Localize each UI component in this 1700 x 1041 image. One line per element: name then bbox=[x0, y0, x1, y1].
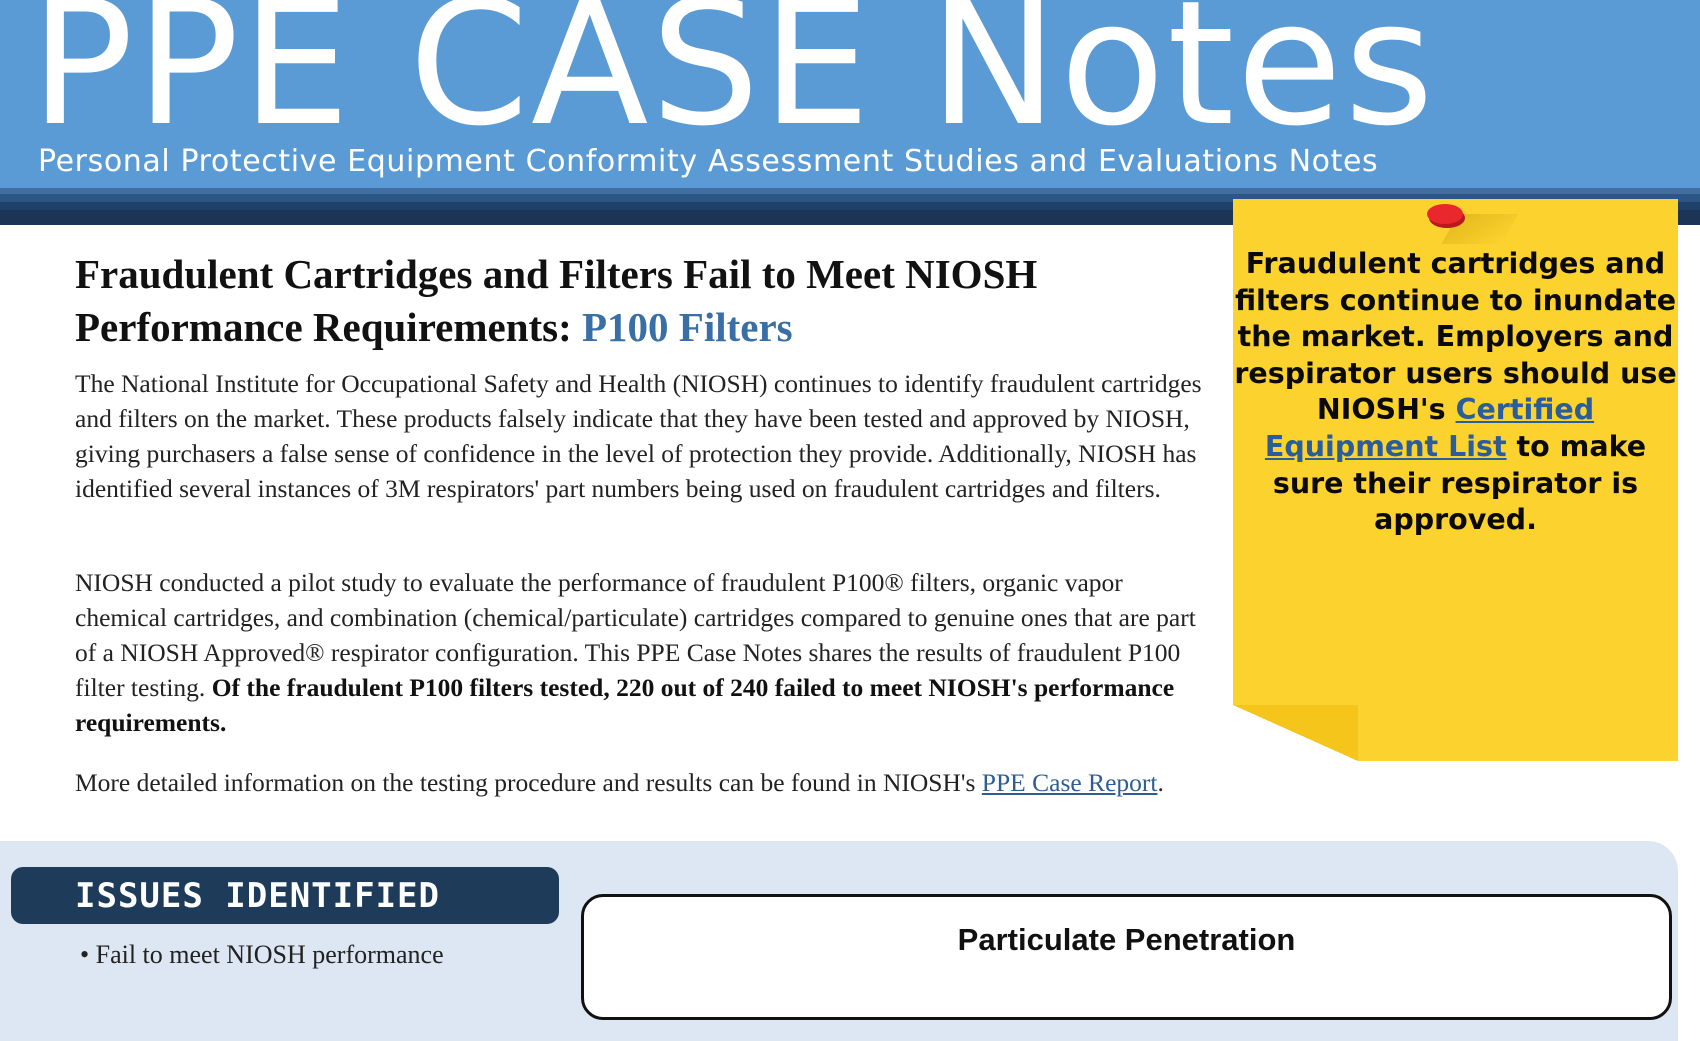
issue-bullet: • Fail to meet NIOSH performance bbox=[80, 940, 444, 969]
issues-identified-banner: ISSUES IDENTIFIED bbox=[11, 867, 559, 924]
more-info-text: More detailed information on the testing… bbox=[75, 768, 982, 797]
article-heading: Fraudulent Cartridges and Filters Fail t… bbox=[75, 248, 1205, 354]
heading-accent: P100 Filters bbox=[582, 304, 793, 350]
study-paragraph: NIOSH conducted a pilot study to evaluat… bbox=[75, 565, 1205, 740]
issues-heading: ISSUES IDENTIFIED bbox=[75, 876, 440, 916]
newsletter-subtitle: Personal Protective Equipment Conformity… bbox=[38, 144, 1379, 179]
newsletter-title: PPE CASE Notes bbox=[30, 0, 1436, 164]
sticky-text-after: to make sure their respirator is approve… bbox=[1272, 429, 1647, 537]
ppe-case-report-link[interactable]: PPE Case Report bbox=[981, 768, 1158, 797]
study-result-bold: Of the fraudulent P100 filters tested, 2… bbox=[75, 673, 1175, 737]
chart-title: Particulate Penetration bbox=[957, 922, 1296, 957]
masthead: PPE CASE Notes Personal Protective Equip… bbox=[0, 0, 1700, 188]
certified-equipment-list-link[interactable]: Certified Equipment List bbox=[1264, 393, 1595, 463]
sticky-note-text: Fraudulent cartridges and filters contin… bbox=[1233, 246, 1678, 539]
more-info-end: . bbox=[1157, 768, 1164, 797]
study-text: NIOSH conducted a pilot study to evaluat… bbox=[75, 568, 1196, 702]
heading-main: Fraudulent Cartridges and Filters Fail t… bbox=[75, 251, 1038, 350]
sticky-note bbox=[1233, 199, 1678, 761]
pushpin-icon bbox=[1427, 204, 1463, 224]
sticky-text-before: Fraudulent cartridges and filters contin… bbox=[1234, 247, 1677, 427]
intro-paragraph: The National Institute for Occupational … bbox=[75, 369, 1202, 503]
chart-container: Particulate Penetration bbox=[581, 894, 1672, 1020]
more-info-paragraph: More detailed information on the testing… bbox=[75, 765, 1205, 800]
sticky-note-fold bbox=[1233, 705, 1358, 761]
